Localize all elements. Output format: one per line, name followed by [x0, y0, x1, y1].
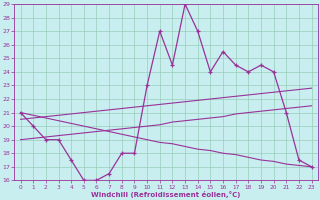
X-axis label: Windchill (Refroidissement éolien,°C): Windchill (Refroidissement éolien,°C) [92, 191, 241, 198]
